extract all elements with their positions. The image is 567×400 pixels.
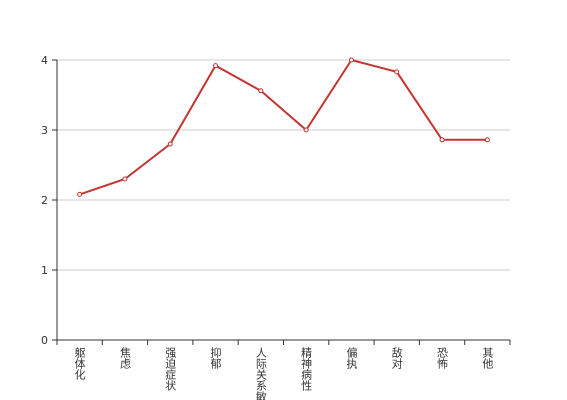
x-tick-label: 敌对 [390, 346, 403, 369]
point [303, 127, 309, 133]
point [258, 88, 264, 94]
y-tick-label: 3 [41, 124, 48, 137]
y-tick-label: 4 [41, 54, 48, 67]
x-tick-label: 精神病性 [300, 347, 313, 392]
y-tick-label: 1 [41, 264, 48, 277]
point [213, 63, 219, 69]
point [167, 141, 173, 147]
y-tick-label: 0 [41, 334, 48, 347]
line [79, 58, 488, 196]
x-tick-label: 其他 [481, 347, 494, 369]
point [77, 191, 83, 197]
y-tick-label: 2 [41, 194, 48, 207]
point [122, 176, 128, 182]
x-tick-label: 恐怖 [436, 347, 449, 369]
x-tick-label: 强迫症状 [164, 347, 177, 391]
point [348, 57, 354, 63]
point [394, 69, 400, 75]
point [484, 137, 490, 143]
x-tick-label: 偏执 [345, 346, 358, 370]
x-tick-label: 抑郁 [209, 346, 222, 369]
x-tick-label: 焦虑 [118, 347, 131, 369]
point [439, 137, 445, 143]
x-tick-label: 人际关系敏感 [254, 347, 267, 400]
x-tick-label: 躯体化 [73, 347, 86, 381]
